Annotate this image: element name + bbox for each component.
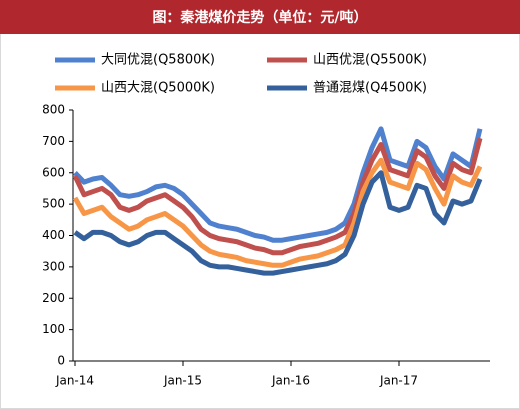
legend-label: 山西大混(Q5000K) xyxy=(101,81,215,96)
series-line xyxy=(73,170,483,276)
y-tick-label: 600 xyxy=(42,165,65,179)
y-tick-label: 200 xyxy=(42,291,65,305)
y-tick-label: 400 xyxy=(42,228,65,242)
chart-title: 图：秦港煤价走势（单位：元/吨） xyxy=(152,9,367,26)
series-line xyxy=(72,137,483,256)
y-tick-label: 800 xyxy=(42,103,65,117)
legend-label: 普通混煤(Q4500K) xyxy=(313,81,427,96)
y-tick-label: 0 xyxy=(57,354,65,368)
header-bar xyxy=(0,0,520,34)
series-line xyxy=(73,126,483,243)
y-tick-label: 300 xyxy=(42,259,65,273)
y-tick-label: 500 xyxy=(42,197,65,211)
legend-label: 大同优混(Q5800K) xyxy=(101,53,215,68)
series-line xyxy=(72,157,483,268)
x-tick-label: Jan-14 xyxy=(55,374,94,388)
y-tick-label: 100 xyxy=(42,322,65,336)
y-tick-label: 700 xyxy=(42,134,65,148)
legend-label: 山西优混(Q5500K) xyxy=(313,53,427,68)
x-tick-label: Jan-16 xyxy=(271,374,310,388)
x-tick-label: Jan-15 xyxy=(163,374,202,388)
x-tick-label: Jan-17 xyxy=(379,374,418,388)
